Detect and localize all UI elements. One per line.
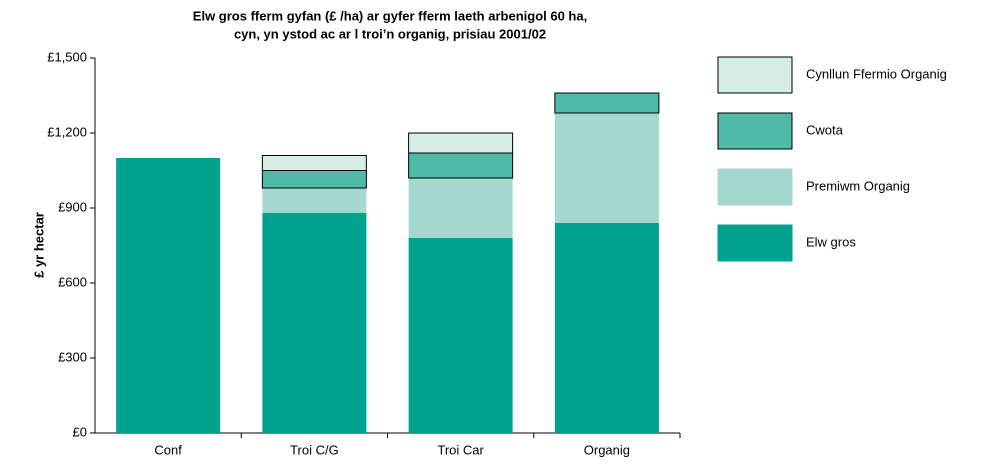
bar-segment [408,152,514,179]
y-tick-label: £1,200 [47,124,87,139]
bar-segment [408,238,513,433]
legend-swatch [717,56,793,94]
legend-label: Premiwm Organig [806,178,910,193]
bar-segment [554,113,659,223]
legend-swatch [717,224,793,262]
legend-swatch [717,112,793,150]
x-tick-label: Conf [154,442,182,457]
y-tick-label: £900 [58,199,87,214]
bar-segment [262,213,367,433]
bar-segment [262,188,367,213]
x-tick-label: Troi Car [437,442,484,457]
legend-label: Cwota [806,122,844,137]
chart-title: cyn, yn ystod ac ar l troi’n organig, pr… [234,26,546,41]
y-tick-label: £600 [58,274,87,289]
x-tick-label: Troi C/G [290,442,339,457]
y-tick-label: £0 [73,424,87,439]
legend-label: Elw gros [806,234,856,249]
bar-segment [116,158,221,433]
y-tick-label: £1,500 [47,49,87,64]
y-axis-label: £ yr hectar [31,212,46,278]
y-tick-label: £300 [58,349,87,364]
x-tick-label: Organig [584,442,630,457]
chart-title: Elw gros fferm gyfan (£ /ha) ar gyfer ff… [193,8,587,23]
bar-segment [408,132,514,154]
bar-segment [261,170,367,189]
bar-segment [554,223,659,433]
legend-swatch [717,168,793,206]
bar-segment [261,155,367,171]
legend-label: Cynllun Ffermio Organig [806,66,947,81]
bar-segment [554,92,660,114]
bar-segment [408,178,513,238]
